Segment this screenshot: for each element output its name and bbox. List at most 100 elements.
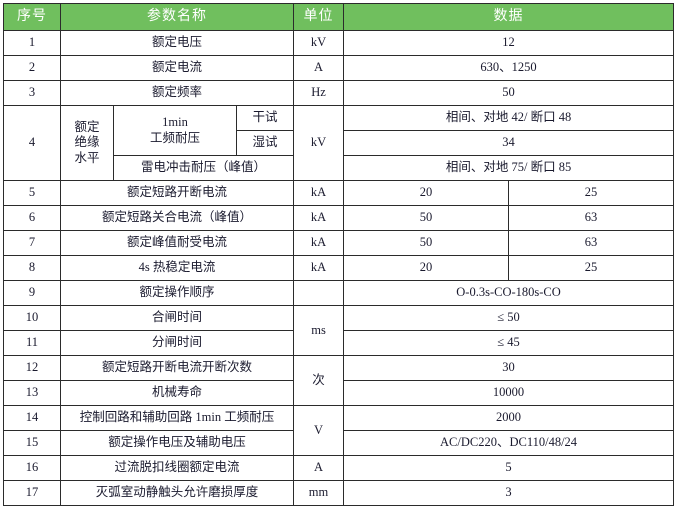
row-number: 6 — [3, 205, 61, 231]
parameter-name: 额定峰值耐受电流 — [59, 230, 295, 256]
parameter-unit: Hz — [293, 80, 345, 106]
parameter-unit: kA — [293, 255, 345, 281]
withstand-label-line-1: 1min — [162, 114, 188, 129]
parameter-value-variant-2: 25 — [508, 255, 675, 281]
table-row-insulation-wet: 湿试 34 — [4, 130, 675, 156]
parameter-value: ≤ 45 — [343, 330, 675, 356]
parameter-value: 2000 — [343, 405, 675, 431]
row-number: 17 — [3, 480, 61, 506]
parameter-name: 额定电流 — [59, 55, 295, 81]
power-frequency-withstand-label: 1min 工频耐压 — [113, 105, 237, 156]
parameter-name: 控制回路和辅助回路 1min 工频耐压 — [59, 405, 295, 431]
table-row: 6 额定短路关合电流（峰值） kA 50 63 — [3, 205, 675, 231]
parameter-name: 额定短路开断电流 — [59, 180, 295, 206]
row-number: 7 — [3, 230, 61, 256]
parameter-name: 额定频率 — [59, 80, 295, 106]
table-row: 14 控制回路和辅助回路 1min 工频耐压 V 2000 — [3, 405, 675, 456]
parameter-name: 额定操作电压及辅助电压 — [59, 430, 295, 456]
row-number: 10 — [3, 305, 61, 331]
row-number: 14 — [3, 405, 61, 431]
technical-specification-table: 序号 参数名称 单位 数据 1 额定电压 kV 12 2 额定电流 A 630、… — [3, 3, 675, 506]
parameter-name: 额定短路开断电流开断次数 — [59, 355, 295, 381]
parameter-unit: A — [293, 55, 345, 81]
row-number: 2 — [3, 55, 61, 81]
parameter-unit: mm — [293, 480, 345, 506]
table-row: 11 分闸时间 ≤ 45 — [3, 330, 675, 356]
row-number: 5 — [3, 180, 61, 206]
parameter-unit: kV — [293, 30, 345, 56]
table-row: 7 额定峰值耐受电流 kA 50 63 — [3, 230, 675, 256]
parameter-value: 30 — [343, 355, 675, 381]
row-number: 4 — [3, 105, 61, 181]
header-cell-data: 数据 — [343, 3, 675, 31]
table-row: 17 灭弧室动静触头允许磨损厚度 mm 3 — [3, 480, 675, 506]
row-number: 13 — [3, 380, 61, 406]
parameter-value-variant-1: 20 — [343, 180, 510, 206]
header-row: 序号 参数名称 单位 数据 — [3, 3, 675, 31]
table-row: 13 机械寿命 10000 — [3, 380, 675, 406]
table-row: 2 额定电流 A 630、1250 — [3, 55, 675, 81]
parameter-value: 630、1250 — [343, 55, 675, 81]
parameter-name: 额定操作顺序 — [59, 280, 295, 306]
wet-test-label: 湿试 — [235, 130, 295, 156]
parameter-unit: kA — [293, 205, 345, 231]
parameter-unit: kV — [293, 105, 345, 181]
parameter-value: O-0.3s-CO-180s-CO — [343, 280, 675, 306]
parameter-name: 合闸时间 — [59, 305, 295, 331]
parameter-name: 分闸时间 — [59, 330, 295, 356]
row-number: 12 — [3, 355, 61, 381]
insulation-label-line-1: 额定 — [74, 119, 100, 134]
table-row: 8 4s 热稳定电流 kA 20 25 — [3, 255, 675, 281]
table-row-lightning-impulse: 雷电冲击耐压（峰值） 相间、对地 75/ 断口 85 — [4, 155, 675, 181]
parameter-name: 过流脱扣线圈额定电流 — [59, 455, 295, 481]
row-number: 1 — [3, 30, 61, 56]
parameter-unit — [293, 280, 345, 306]
table-row: 5 额定短路开断电流 kA 20 25 — [3, 180, 675, 206]
parameter-value-dry: 相间、对地 42/ 断口 48 — [343, 105, 675, 131]
table-row: 10 合闸时间 ms ≤ 50 — [3, 305, 675, 356]
parameter-unit: 次 — [293, 355, 345, 406]
table-row: 15 额定操作电压及辅助电压 AC/DC220、DC110/48/24 — [3, 430, 675, 456]
row-number: 3 — [3, 80, 61, 106]
table-row: 12 额定短路开断电流开断次数 次 30 — [3, 355, 675, 406]
insulation-label-line-2: 绝缘 — [74, 135, 100, 150]
insulation-level-group-label: 额定 绝缘 水平 — [60, 105, 114, 181]
table-row: 9 额定操作顺序 O-0.3s-CO-180s-CO — [3, 280, 675, 306]
parameter-name: 4s 热稳定电流 — [59, 255, 295, 281]
parameter-name: 额定短路关合电流（峰值） — [59, 205, 295, 231]
row-number: 16 — [3, 455, 61, 481]
parameter-name: 灭弧室动静触头允许磨损厚度 — [59, 480, 295, 506]
parameter-value-variant-2: 25 — [508, 180, 675, 206]
table-row: 1 额定电压 kV 12 — [3, 30, 675, 56]
parameter-name: 额定电压 — [59, 30, 295, 56]
lightning-impulse-label: 雷电冲击耐压（峰值） — [112, 155, 295, 181]
parameter-name: 机械寿命 — [59, 380, 295, 406]
parameter-value: AC/DC220、DC110/48/24 — [343, 430, 675, 456]
header-cell-unit: 单位 — [293, 3, 345, 31]
insulation-label-line-3: 水平 — [74, 150, 100, 165]
parameter-unit: A — [293, 455, 345, 481]
parameter-value: ≤ 50 — [343, 305, 675, 331]
header-cell-name: 参数名称 — [59, 3, 295, 31]
parameter-value: 50 — [343, 80, 675, 106]
parameter-value: 10000 — [343, 380, 675, 406]
table-header: 序号 参数名称 单位 数据 — [3, 3, 675, 31]
parameter-unit: ms — [293, 305, 345, 356]
parameter-value-variant-1: 20 — [343, 255, 510, 281]
table-row: 3 额定频率 Hz 50 — [3, 80, 675, 106]
parameter-value-variant-1: 50 — [343, 230, 510, 256]
parameter-value: 5 — [343, 455, 675, 481]
parameter-value-variant-2: 63 — [508, 230, 675, 256]
parameter-value-wet: 34 — [343, 130, 675, 156]
row-number: 15 — [3, 430, 61, 456]
parameter-value-variant-1: 50 — [343, 205, 510, 231]
row-number: 11 — [3, 330, 61, 356]
parameter-value-impulse: 相间、对地 75/ 断口 85 — [343, 155, 675, 181]
parameter-unit: kA — [293, 180, 345, 206]
parameter-value-variant-2: 63 — [508, 205, 675, 231]
withstand-label-line-2: 工频耐压 — [149, 130, 200, 145]
parameter-unit: kA — [293, 230, 345, 256]
parameter-value: 3 — [343, 480, 675, 506]
parameter-unit: V — [293, 405, 345, 456]
row-number: 9 — [3, 280, 61, 306]
